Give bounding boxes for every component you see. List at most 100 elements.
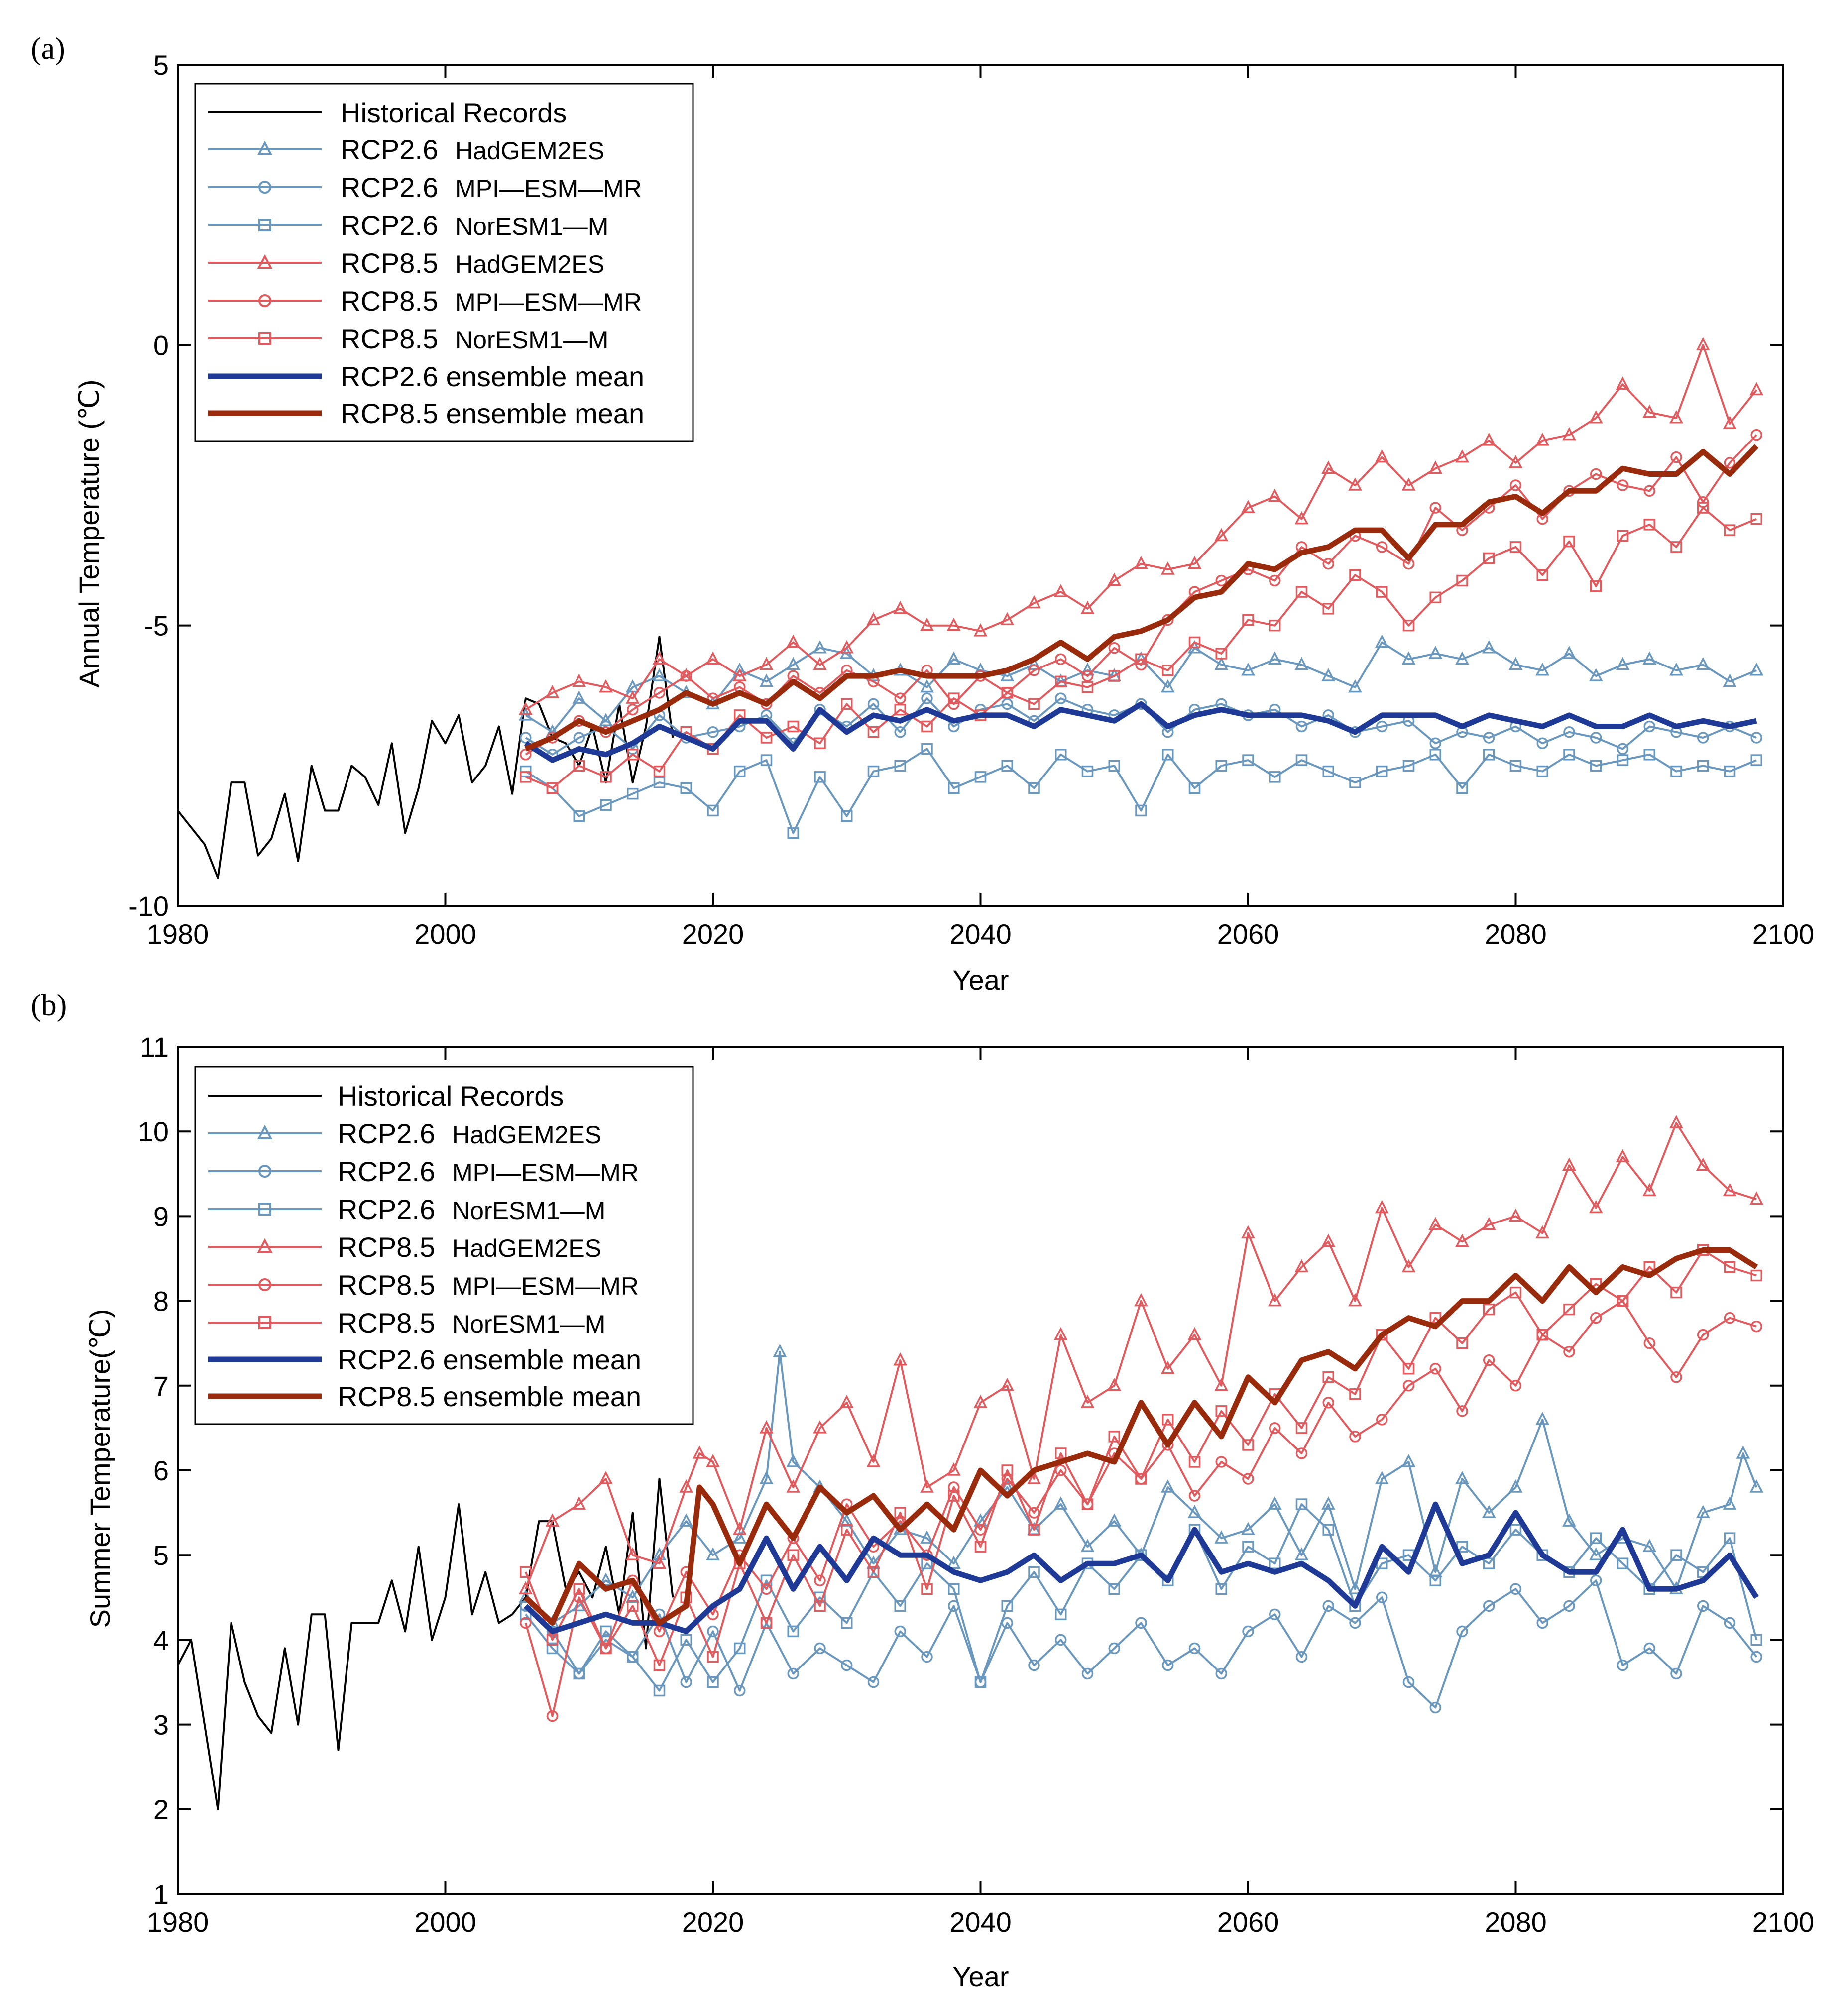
data-point (894, 703, 906, 716)
data-point (894, 1600, 906, 1612)
data-point (652, 668, 667, 681)
data-point (1429, 1363, 1441, 1375)
data-point (1376, 541, 1388, 553)
data-point (1616, 376, 1630, 390)
data-point (760, 1583, 773, 1595)
panel-b-x-ticks: 1980 2000 2020 2040 2060 2080 2100 (147, 1047, 1815, 1938)
data-point (600, 1625, 612, 1638)
data-point (1724, 524, 1736, 536)
data-point (573, 760, 585, 772)
legend-item-rcp26-ensemble-mean: RCP2.6 ensemble mean (208, 361, 644, 392)
data-point (1723, 416, 1737, 429)
legend-model: NorESM1—M (452, 1310, 605, 1338)
data-point (1187, 1327, 1202, 1340)
data-point (1509, 760, 1522, 772)
data-point (839, 640, 854, 654)
data-point (1028, 782, 1040, 794)
data-point (1643, 1337, 1655, 1349)
legend-label: Historical Records (338, 1080, 564, 1111)
data-point (653, 765, 666, 777)
data-point (1429, 502, 1441, 514)
data-point (1402, 619, 1415, 632)
data-point (572, 673, 586, 687)
data-point (1080, 1395, 1095, 1408)
data-point (1642, 404, 1657, 418)
data-point (814, 771, 826, 783)
triangle-marker-icon (257, 1124, 273, 1139)
legend-item-rcp26-noresm1-m: RCP2.6 NorESM1—M (208, 210, 608, 241)
series-line (525, 1579, 1757, 1709)
data-point (787, 1667, 799, 1680)
data-point (680, 670, 692, 682)
data-point (1081, 1498, 1094, 1510)
data-point (1055, 692, 1067, 704)
data-point (1135, 804, 1147, 817)
data-point (1053, 1496, 1068, 1510)
data-point (1402, 1380, 1415, 1392)
data-point (1349, 1388, 1361, 1400)
series-rcp8-5-ensemble-mean (524, 1247, 1758, 1626)
y-tick-label: 0 (153, 330, 169, 361)
data-point (1590, 1574, 1602, 1587)
data-point (1160, 561, 1175, 575)
data-point (894, 1507, 906, 1519)
data-point (1590, 760, 1602, 772)
legend-model: NorESM1—M (455, 326, 608, 354)
data-point (545, 1513, 560, 1527)
data-point (680, 782, 692, 794)
data-point (599, 679, 613, 693)
data-point (1536, 1617, 1548, 1629)
data-point (1055, 1608, 1067, 1621)
data-point (1428, 460, 1443, 474)
data-point (760, 754, 773, 766)
data-point (1724, 1261, 1736, 1273)
data-point (921, 692, 933, 704)
legend-scenario: RCP2.6 (341, 210, 438, 241)
data-point (1563, 749, 1575, 761)
data-point (1028, 698, 1040, 710)
data-point (653, 777, 666, 788)
y-tick-label: 8 (153, 1286, 169, 1317)
data-point (732, 668, 747, 681)
data-point (1375, 1471, 1389, 1484)
data-point (1749, 1479, 1764, 1493)
y-tick-label: 4 (153, 1624, 169, 1656)
y-tick-label: 7 (153, 1370, 169, 1402)
data-point (1428, 1564, 1443, 1577)
x-tick-label: 2100 (1752, 918, 1815, 950)
data-point (760, 732, 773, 744)
data-point (1214, 1530, 1229, 1544)
data-point (1749, 663, 1764, 676)
legend-scenario: RCP8.5 (341, 285, 438, 317)
data-point (1509, 479, 1522, 491)
data-point (1642, 1539, 1657, 1552)
data-point (921, 1557, 933, 1569)
series-line (524, 1247, 1758, 1626)
data-point (1483, 552, 1495, 564)
y-tick-label: 9 (153, 1201, 169, 1232)
data-point (841, 698, 853, 710)
data-point (974, 771, 987, 783)
y-tick-label: 5 (153, 49, 169, 81)
data-point (1536, 765, 1548, 777)
data-point (839, 1395, 854, 1408)
data-point (1162, 1659, 1174, 1671)
data-point (814, 1642, 826, 1655)
legend-scenario: RCP8.5 (338, 1307, 435, 1338)
series-rcp2-6-hadgem2es (518, 1343, 1764, 1629)
data-point (1483, 1303, 1495, 1316)
y-tick-label: 11 (140, 1031, 169, 1063)
x-tick-label: 2100 (1752, 1906, 1815, 1938)
legend-item-rcp26-ensemble-mean: RCP2.6 ensemble mean (208, 1344, 641, 1375)
data-point (545, 685, 560, 698)
data-point (1188, 636, 1201, 649)
data-point (920, 617, 934, 631)
data-point (1001, 698, 1013, 710)
data-point (1723, 1496, 1737, 1510)
panel-a-x-ticks: 1980 2000 2020 2040 2060 2080 2100 (147, 65, 1815, 950)
series-rcp2-6-noresm1-m (520, 743, 1762, 839)
square-marker-icon (258, 332, 271, 345)
data-point (1749, 1191, 1764, 1205)
data-point (1536, 737, 1548, 750)
y-tick-label: 5 (153, 1540, 169, 1571)
